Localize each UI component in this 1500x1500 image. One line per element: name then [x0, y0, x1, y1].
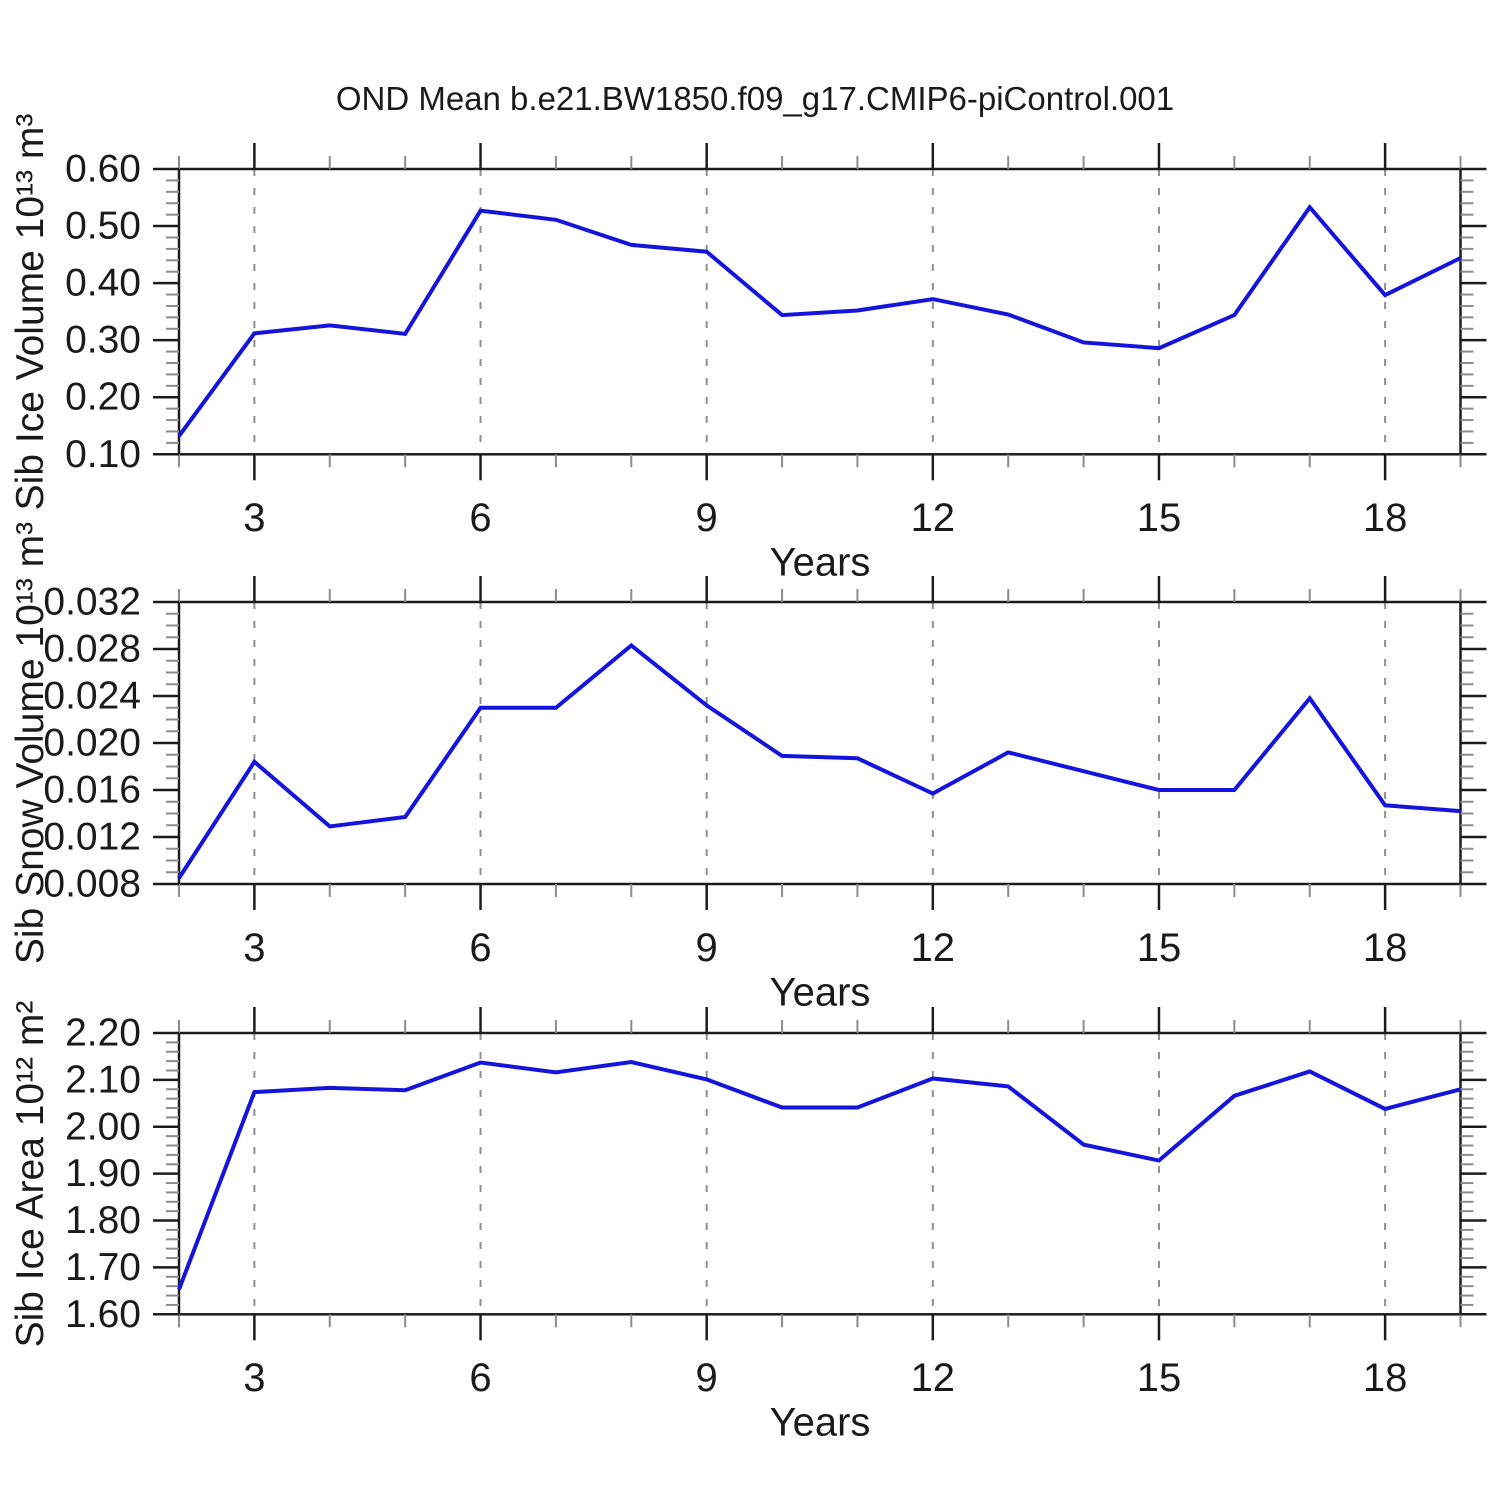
y-tick-label: 0.028 [43, 628, 141, 671]
x-tick-label: 9 [696, 926, 718, 970]
x-tick-label: 12 [911, 1356, 956, 1400]
x-tick-label: 3 [243, 1356, 265, 1400]
y-tick-label: 2.20 [65, 1012, 141, 1055]
y-tick-label: 0.020 [43, 722, 141, 765]
x-tick-label: 6 [469, 926, 491, 970]
x-tick-label: 12 [911, 926, 956, 970]
y-tick-label: 0.008 [43, 863, 141, 906]
y-tick-label: 0.60 [65, 148, 141, 191]
series-line [177, 1060, 1462, 1291]
x-tick-label: 6 [469, 1356, 491, 1400]
x-tick-label: 6 [469, 496, 491, 540]
y-tick-label: 2.00 [65, 1105, 141, 1148]
x-tick-label: 9 [696, 1356, 718, 1400]
series-line [177, 642, 1461, 880]
x-tick-label: 12 [911, 496, 956, 540]
y-tick-label: 0.012 [43, 816, 141, 859]
x-tick-label: 18 [1363, 496, 1408, 540]
y-tick-label: 0.20 [65, 376, 141, 419]
y-tick-label: 0.032 [43, 581, 141, 624]
x-axis-label-panel-3: Years [769, 1400, 871, 1445]
x-tick-label: 3 [243, 926, 265, 970]
series-line [177, 203, 1462, 438]
y-tick-label: 0.30 [65, 319, 141, 362]
y-tick-label: 0.016 [43, 769, 141, 812]
y-tick-label: 1.80 [65, 1199, 141, 1242]
x-tick-label: 15 [1137, 926, 1182, 970]
panel-frame [177, 600, 1462, 886]
x-tick-label: 3 [243, 496, 265, 540]
x-tick-label: 18 [1363, 926, 1408, 970]
y-tick-label: 0.40 [65, 262, 141, 305]
y-tick-label: 1.70 [65, 1246, 141, 1289]
figure-title: OND Mean b.e21.BW1850.f09_g17.CMIP6-piCo… [335, 80, 1175, 117]
y-tick-label: 0.024 [43, 675, 141, 718]
y-tick-label: 1.60 [65, 1293, 141, 1336]
x-tick-label: 9 [696, 496, 718, 540]
y-axis-label-ice-area: Sib Ice Area 10¹² m² [9, 1000, 52, 1348]
panel-frame [177, 1031, 1462, 1316]
x-tick-label: 18 [1363, 1356, 1408, 1400]
x-tick-label: 15 [1137, 1356, 1182, 1400]
y-tick-label: 2.10 [65, 1058, 141, 1101]
y-tick-label: 0.50 [65, 205, 141, 248]
x-axis-label-panel-1: Years [769, 540, 871, 585]
x-tick-label: 15 [1137, 496, 1182, 540]
y-axis-label-snow-volume: Sib Snow Volume 10¹³ m³ [9, 521, 52, 965]
y-tick-label: 1.90 [65, 1152, 141, 1195]
y-axis-label-ice-volume: Sib Ice Volume 10¹³ m³ [9, 113, 52, 511]
x-axis-label-panel-2: Years [769, 970, 871, 1015]
y-tick-label: 0.10 [65, 433, 141, 476]
panel-frame [177, 167, 1462, 456]
